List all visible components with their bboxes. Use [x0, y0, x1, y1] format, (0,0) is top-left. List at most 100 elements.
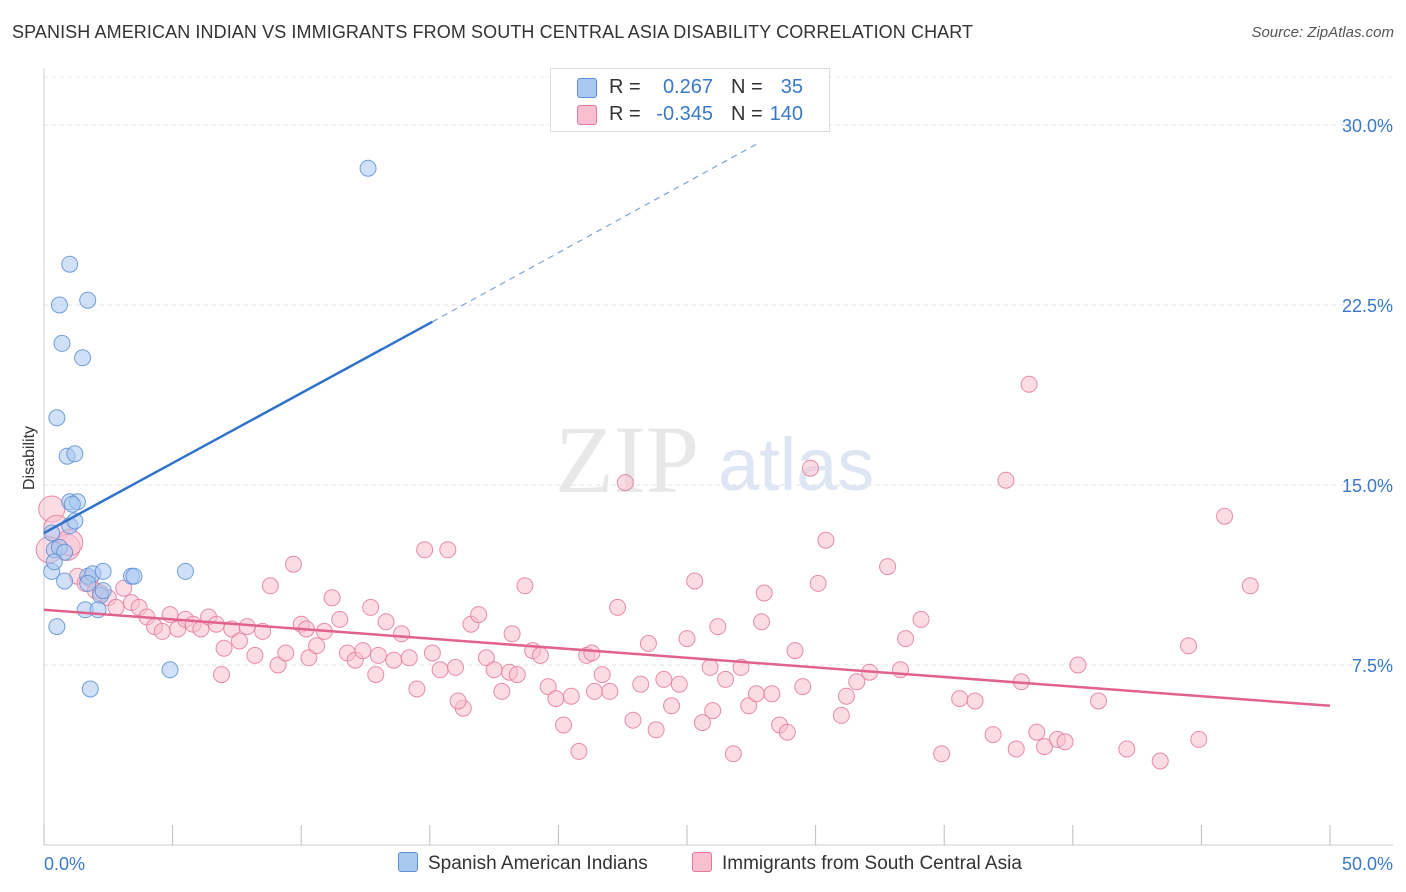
- data-point: [284, 555, 302, 573]
- data-point: [663, 697, 681, 715]
- data-point: [1056, 733, 1074, 751]
- data-point: [1020, 375, 1038, 393]
- grid-lines: [44, 76, 1393, 666]
- data-point: [79, 574, 97, 592]
- data-point: [562, 687, 580, 705]
- legend-swatch-pink: [577, 105, 597, 125]
- data-point: [1036, 738, 1054, 756]
- data-point: [115, 579, 133, 597]
- trend-line-pink: [43, 608, 1331, 708]
- data-point: [817, 531, 835, 549]
- data-point: [246, 646, 264, 664]
- data-point: [354, 642, 372, 660]
- data-point: [801, 459, 819, 477]
- watermark-zip: ZIP: [555, 406, 699, 513]
- data-point: [809, 574, 827, 592]
- y-tick-label: 7.5%: [1352, 656, 1393, 676]
- legend-r-value: 0.267: [662, 76, 713, 98]
- legend-item-label: Immigrants from South Central Asia: [722, 853, 1022, 874]
- data-point: [1241, 577, 1259, 595]
- data-point: [583, 644, 601, 662]
- data-point: [547, 690, 565, 708]
- data-point: [1180, 637, 1198, 655]
- data-point: [423, 644, 441, 662]
- data-point: [670, 675, 688, 693]
- data-point: [709, 618, 727, 636]
- data-point: [531, 646, 549, 664]
- data-point: [601, 682, 619, 700]
- data-point: [724, 745, 742, 763]
- data-point: [1090, 692, 1108, 710]
- legend-swatch-blue: [398, 852, 418, 872]
- data-point: [53, 334, 71, 352]
- data-point: [704, 702, 722, 720]
- data-point: [393, 625, 411, 643]
- data-point: [794, 678, 812, 696]
- data-point: [1028, 723, 1046, 741]
- data-point: [632, 675, 650, 693]
- data-point: [897, 630, 915, 648]
- data-point: [609, 598, 627, 616]
- legend-n-value: 35: [780, 76, 803, 98]
- data-point: [732, 658, 750, 676]
- data-point: [74, 349, 92, 367]
- data-point: [933, 745, 951, 763]
- axes: [43, 68, 1393, 846]
- data-point: [593, 666, 611, 684]
- x-tick-max: 50.0%: [1342, 854, 1393, 874]
- data-point: [50, 296, 68, 314]
- y-tick-labels: 7.5% 15.0% 22.5% 30.0%: [1342, 116, 1393, 676]
- data-point: [449, 692, 467, 710]
- legend-item-immigrants[interactable]: Immigrants from South Central Asia: [692, 852, 1022, 878]
- data-point: [879, 558, 897, 576]
- data-point: [153, 622, 171, 640]
- data-point: [470, 606, 488, 624]
- data-point: [493, 682, 511, 700]
- data-point: [63, 495, 81, 513]
- legend-item-spanish-american-indians[interactable]: Spanish American Indians: [398, 852, 648, 878]
- data-point: [639, 634, 657, 652]
- y-tick-label: 22.5%: [1342, 296, 1393, 316]
- data-point: [655, 670, 673, 688]
- data-point: [755, 584, 773, 602]
- data-point: [269, 656, 287, 674]
- data-point: [431, 661, 449, 679]
- data-point: [753, 613, 771, 631]
- y-tick-label: 15.0%: [1342, 476, 1393, 496]
- trend-lines: [43, 143, 1331, 708]
- data-point: [832, 706, 850, 724]
- data-point: [61, 255, 79, 273]
- data-point: [503, 625, 521, 643]
- data-point: [1069, 656, 1087, 674]
- data-point: [778, 723, 796, 741]
- source-label: Source: ZipAtlas.com: [1251, 24, 1394, 41]
- data-point: [516, 577, 534, 595]
- data-point: [377, 613, 395, 631]
- data-point: [740, 697, 758, 715]
- data-point: [539, 678, 557, 696]
- data-point: [984, 726, 1002, 744]
- data-point: [555, 716, 573, 734]
- data-point: [686, 572, 704, 590]
- data-point: [385, 651, 403, 669]
- legend-item-label: Spanish American Indians: [428, 853, 648, 874]
- data-point: [997, 471, 1015, 489]
- data-point: [701, 658, 719, 676]
- legend-n-value: 140: [769, 103, 803, 125]
- x-tick-min: 0.0%: [44, 854, 85, 874]
- data-point: [1190, 730, 1208, 748]
- data-point: [786, 642, 804, 660]
- legend-r-value: -0.345: [656, 103, 713, 125]
- data-point: [323, 589, 341, 607]
- data-point: [624, 711, 642, 729]
- data-point: [416, 541, 434, 559]
- series-legend: Spanish American Indians Immigrants from…: [0, 852, 1406, 878]
- data-point: [1118, 740, 1136, 758]
- data-point: [439, 541, 457, 559]
- data-point: [678, 630, 696, 648]
- data-point: [763, 685, 781, 703]
- data-point: [1007, 740, 1025, 758]
- data-point: [107, 598, 125, 616]
- data-point: [79, 291, 97, 309]
